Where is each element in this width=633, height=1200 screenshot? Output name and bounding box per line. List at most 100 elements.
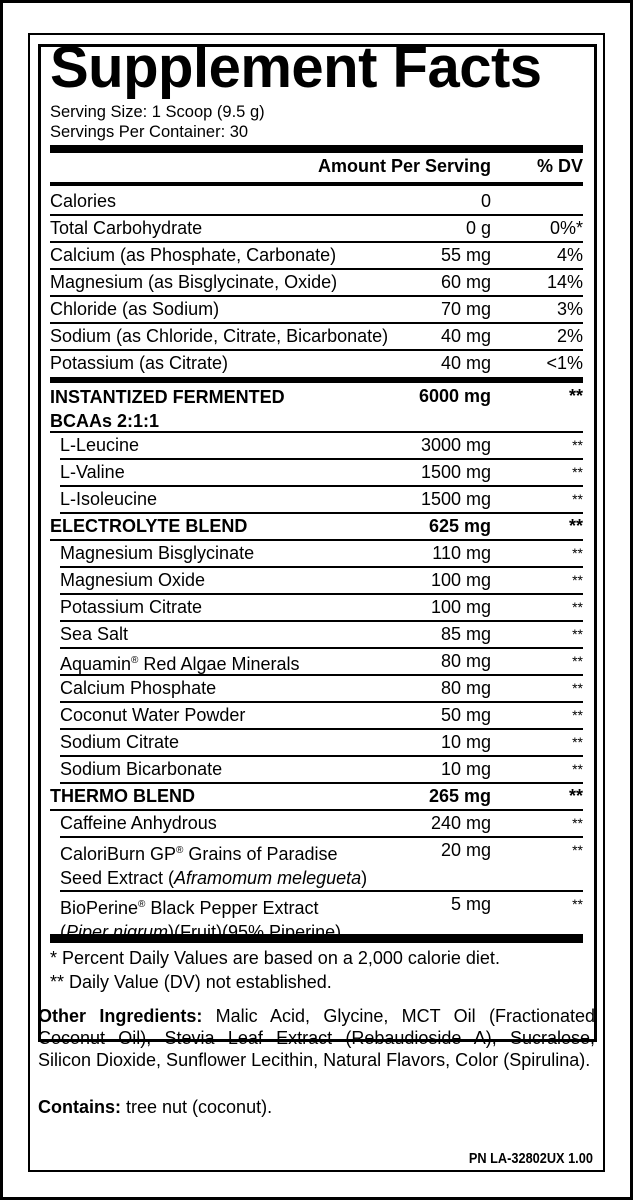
row-divider xyxy=(50,268,583,270)
sub-ingredient-row: Calcium Phosphate 80 mg ** xyxy=(60,675,583,703)
row-divider xyxy=(50,431,583,433)
daily-value: ** xyxy=(572,815,583,831)
daily-value: ** xyxy=(572,572,583,588)
ingredient-name: Caffeine Anhydrous xyxy=(60,813,217,833)
thick-divider xyxy=(50,377,583,383)
name-part: Seed Extract ( xyxy=(60,868,175,888)
row-divider xyxy=(50,539,583,541)
label-outer-border xyxy=(28,33,605,1172)
ingredient-name: Sea Salt xyxy=(60,624,129,644)
thick-divider xyxy=(50,934,583,943)
other-ingredients-text: Malic Acid, Glycine, MCT Oil (Fractionat… xyxy=(38,1006,596,1070)
daily-value: 4% xyxy=(556,245,583,265)
sub-ingredient-row: Magnesium Bisglycinate 110 mg ** xyxy=(60,540,583,568)
amount: 6000 mg xyxy=(418,386,491,406)
amount: 40 mg xyxy=(440,353,491,373)
row-divider xyxy=(50,349,583,351)
thick-divider xyxy=(50,145,583,153)
footnote-not-established: ** Daily Value (DV) not established. xyxy=(50,972,332,992)
amount: 1500 mg xyxy=(420,489,491,509)
sub-ingredient-row: Sodium Bicarbonate 10 mg ** xyxy=(60,756,583,784)
ingredient-name: Aquamin® Red Algae Minerals xyxy=(60,654,300,674)
amount: 240 mg xyxy=(430,813,491,833)
latin-name: Aframomum melegueta xyxy=(174,868,362,888)
nutrient-row: Potassium (as Citrate) 40 mg <1% xyxy=(50,350,583,377)
sub-ingredient-row: Sea Salt 85 mg ** xyxy=(60,621,583,649)
allergen-statement: Contains: tree nut (coconut). xyxy=(38,1096,595,1118)
blend-row-thermo: THERMO BLEND 265 mg ** xyxy=(50,783,583,811)
daily-value: ** xyxy=(572,842,583,858)
amount: 0 g xyxy=(465,218,491,238)
ingredient-name: Chloride (as Sodium) xyxy=(50,299,220,319)
part-number: PN LA-32802UX 1.00 xyxy=(468,1150,593,1167)
daily-value: ** xyxy=(572,896,583,912)
amount: 1500 mg xyxy=(420,462,491,482)
nutrient-row: Magnesium (as Bisglycinate, Oxide) 60 mg 1… xyxy=(50,269,583,297)
row-divider xyxy=(60,620,583,622)
serving-size: Serving Size: 1 Scoop (9.5 g) xyxy=(50,103,265,121)
name-line1: CaloriBurn GP® Grains of Paradise xyxy=(60,844,338,864)
ingredient-name: Potassium Citrate xyxy=(60,597,203,617)
daily-value: ** xyxy=(572,464,583,480)
name-part: ) xyxy=(361,868,368,888)
ingredient-name: Magnesium (as Bisglycinate, Oxide) xyxy=(50,272,338,292)
ingredient-name: Coconut Water Powder xyxy=(60,705,246,725)
row-divider xyxy=(60,890,583,892)
amount: 50 mg xyxy=(440,705,491,725)
page-title: Supplement Facts xyxy=(50,35,542,100)
daily-value: ** xyxy=(572,599,583,615)
ingredient-name: Total Carbohydrate xyxy=(50,218,203,238)
footnote-dv: * Percent Daily Values are based on a 2,… xyxy=(50,948,500,968)
daily-value: ** xyxy=(568,786,583,806)
row-divider xyxy=(50,809,583,811)
daily-value: ** xyxy=(572,653,583,669)
amount: 0 xyxy=(480,191,491,211)
sub-ingredient-row: Aquamin® Red Algae Minerals 80 mg ** xyxy=(60,648,583,676)
ingredient-name: ELECTROLYTE BLEND xyxy=(50,516,248,536)
amount: 55 mg xyxy=(440,245,491,265)
amount: 110 mg xyxy=(432,543,491,563)
amount: 100 mg xyxy=(430,597,491,617)
daily-value: ** xyxy=(572,545,583,561)
other-ingredients: Other Ingredients: Malic Acid, Glycine, … xyxy=(38,1005,595,1071)
contains-label: Contains: xyxy=(38,1097,121,1117)
row-divider xyxy=(60,512,583,514)
ingredient-name: THERMO BLEND xyxy=(50,786,195,806)
sub-ingredient-row: L-Leucine 3000 mg ** xyxy=(60,432,583,460)
daily-value: ** xyxy=(572,626,583,642)
sub-ingredient-row: CaloriBurn GP® Grains of Paradise Seed Ex… xyxy=(60,837,583,892)
daily-value: ** xyxy=(572,491,583,507)
servings-per-container: Servings Per Container: 30 xyxy=(50,123,249,141)
row-divider xyxy=(50,241,583,243)
sub-ingredient-row: Magnesium Oxide 100 mg ** xyxy=(60,567,583,595)
ingredient-name: Potassium (as Citrate) xyxy=(50,353,229,373)
sub-ingredient-row: L-Isoleucine 1500 mg ** xyxy=(60,486,583,514)
sub-ingredient-row: BioPerine® Black Pepper Extract (Piper ni… xyxy=(60,891,583,943)
amount: 60 mg xyxy=(440,272,491,292)
row-divider xyxy=(60,566,583,568)
row-divider xyxy=(60,485,583,487)
sub-ingredient-row: Coconut Water Powder 50 mg ** xyxy=(60,702,583,730)
sub-ingredient-row: Potassium Citrate 100 mg ** xyxy=(60,594,583,622)
daily-value: <1% xyxy=(546,353,583,373)
row-divider xyxy=(60,593,583,595)
ingredient-name: BioPerine® Black Pepper Extract (Piper ni… xyxy=(60,893,341,944)
ingredient-name: Sodium Bicarbonate xyxy=(60,759,223,779)
daily-value: ** xyxy=(572,734,583,750)
medium-divider xyxy=(50,182,583,186)
name-line1: BioPerine® Black Pepper Extract xyxy=(60,898,319,918)
amount: 80 mg xyxy=(440,678,491,698)
daily-value: ** xyxy=(568,386,583,406)
row-divider xyxy=(60,647,583,649)
ingredient-name: L-Leucine xyxy=(60,435,140,455)
row-divider xyxy=(60,701,583,703)
blend-row-electrolyte: ELECTROLYTE BLEND 625 mg ** xyxy=(50,513,583,541)
nutrient-row: Calcium (as Phosphate, Carbonate) 55 mg 4% xyxy=(50,242,583,270)
amount-header: Amount Per Serving xyxy=(317,156,491,176)
daily-value: 14% xyxy=(546,272,583,292)
ingredient-name: Calories xyxy=(50,191,117,211)
sub-ingredient-row: Sodium Citrate 10 mg ** xyxy=(60,729,583,757)
row-divider xyxy=(60,755,583,757)
amount: 40 mg xyxy=(440,326,491,346)
